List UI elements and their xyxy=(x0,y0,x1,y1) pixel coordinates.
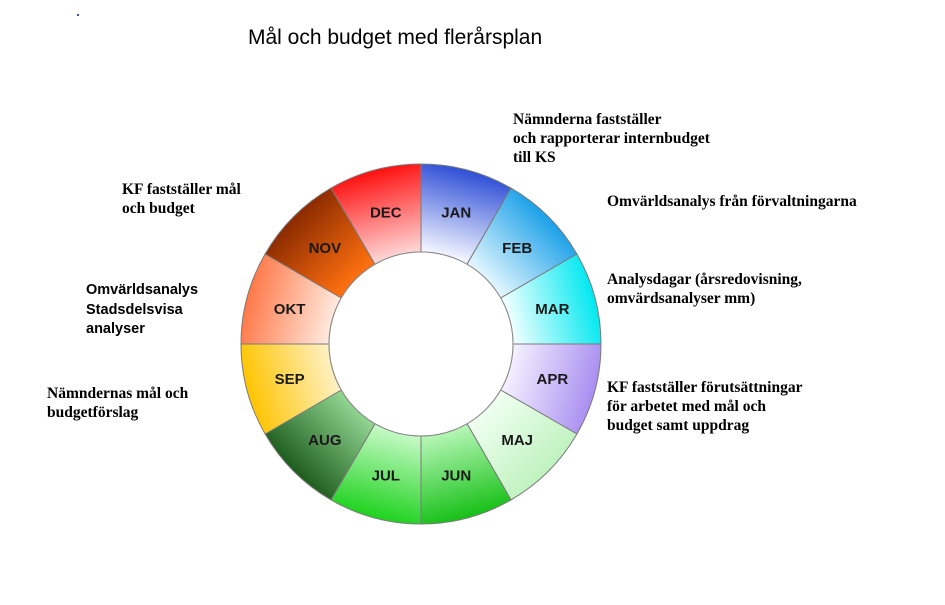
segment-label-okt: OKT xyxy=(274,301,306,318)
note-namnderna-faststaller: Nämnderna fastställer och rapporterar in… xyxy=(513,111,710,166)
segment-label-feb: FEB xyxy=(502,240,532,257)
segment-label-dec: DEC xyxy=(370,205,402,222)
segment-label-maj: MAJ xyxy=(501,432,533,449)
segment-label-nov: NOV xyxy=(309,240,342,257)
note-namndernas-mal: Nämndernas mål och budgetförslag xyxy=(47,385,189,421)
note-analysdagar: Analysdagar (årsredovisning, omvärdsanal… xyxy=(607,271,802,307)
segment-label-apr: APR xyxy=(537,371,569,388)
note-omvarldsanalys-stadsdelsvisa: Omvärldsanalys Stadsdelsvisa analyser xyxy=(86,282,199,337)
segment-label-jun: JUN xyxy=(441,467,471,484)
stray-dot xyxy=(77,14,79,16)
diagram-title: Mål och budget med flerårsplan xyxy=(248,26,543,49)
segment-label-jul: JUL xyxy=(372,467,400,484)
segment-label-aug: AUG xyxy=(308,432,341,449)
note-kf-mal-budget: KF fastställer mål och budget xyxy=(122,181,241,217)
note-kf-forutsattningar: KF fastställer förutsättningar för arbet… xyxy=(607,379,803,434)
segment-label-jan: JAN xyxy=(441,205,471,222)
segment-label-sep: SEP xyxy=(275,371,305,388)
note-omvarldsanalys-forvaltningarna: Omvärldsanalys från förvaltningarna xyxy=(607,193,857,210)
segment-label-mar: MAR xyxy=(535,301,569,318)
wheel-center-hole xyxy=(328,251,514,437)
